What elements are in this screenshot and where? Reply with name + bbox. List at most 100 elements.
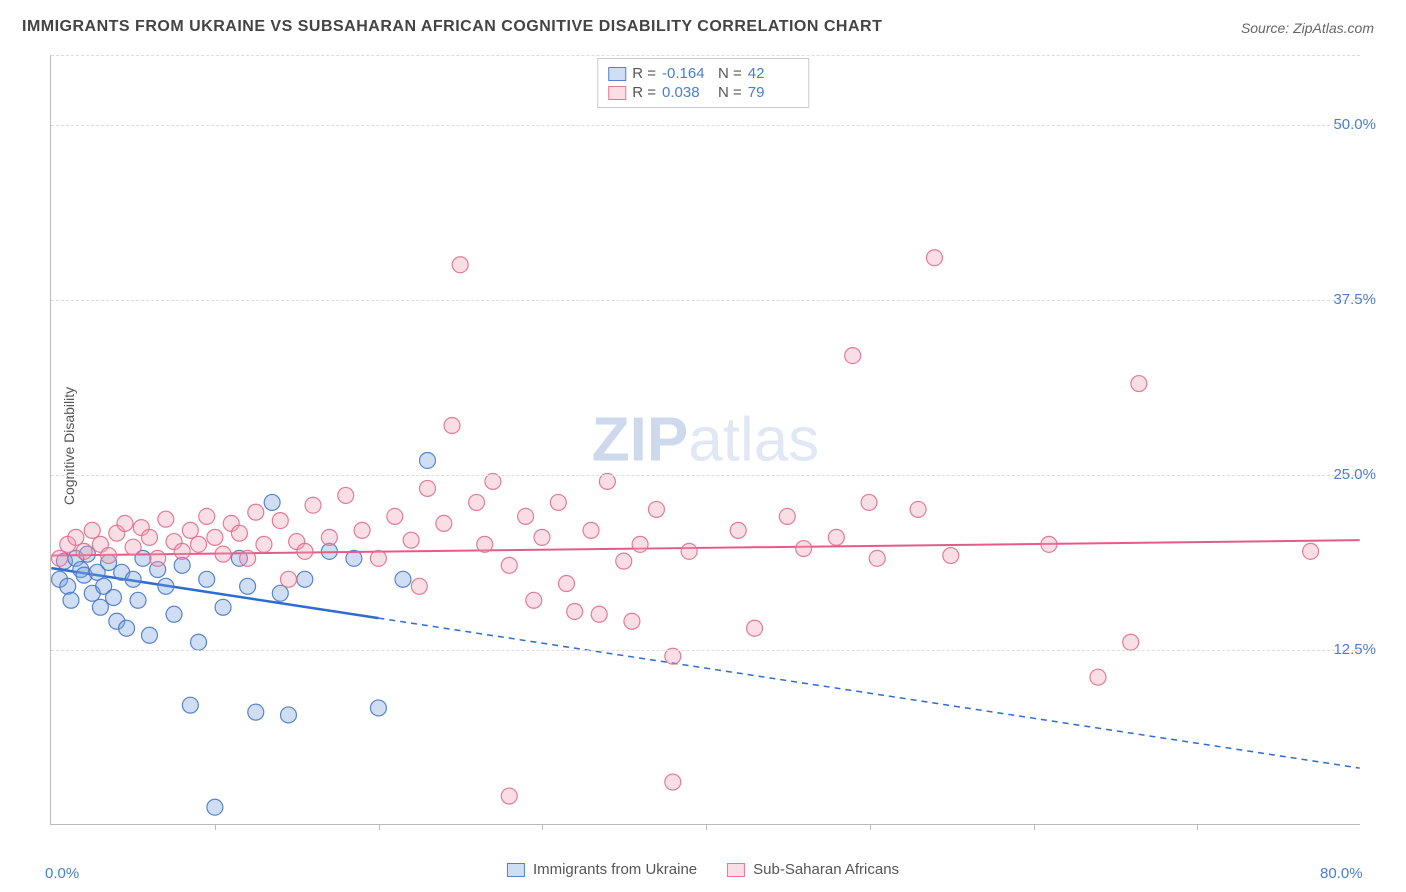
x-tick	[870, 824, 871, 830]
data-point	[240, 578, 256, 594]
data-point	[518, 508, 534, 524]
legend-n-label: N =	[718, 65, 742, 82]
data-point	[616, 553, 632, 569]
data-point	[1131, 376, 1147, 392]
data-point	[411, 578, 427, 594]
legend-r-value: -0.164	[662, 65, 712, 82]
data-point	[256, 536, 272, 552]
data-point	[215, 599, 231, 615]
data-point	[182, 522, 198, 538]
data-point	[272, 513, 288, 529]
legend-series-label: Immigrants from Ukraine	[533, 861, 697, 878]
data-point	[501, 788, 517, 804]
y-tick-label: 50.0%	[1333, 116, 1376, 133]
scatter-svg	[51, 55, 1360, 824]
data-point	[248, 504, 264, 520]
data-point	[280, 571, 296, 587]
data-point	[231, 525, 247, 541]
data-point	[76, 543, 92, 559]
data-point	[632, 536, 648, 552]
legend-series-item: Immigrants from Ukraine	[507, 861, 697, 878]
data-point	[550, 494, 566, 510]
data-point	[452, 257, 468, 273]
data-point	[158, 511, 174, 527]
legend-correlation-row: R = -0.164 N = 42	[608, 65, 798, 82]
trend-line-dashed	[378, 618, 1359, 768]
data-point	[207, 799, 223, 815]
data-point	[101, 548, 117, 564]
data-point	[1041, 536, 1057, 552]
data-point	[419, 480, 435, 496]
data-point	[395, 571, 411, 587]
data-point	[1090, 669, 1106, 685]
legend-series-label: Sub-Saharan Africans	[753, 861, 899, 878]
plot-area: ZIPatlas	[50, 55, 1360, 825]
data-point	[444, 418, 460, 434]
legend-n-value: 79	[748, 84, 798, 101]
data-point	[297, 571, 313, 587]
y-tick-label: 25.0%	[1333, 466, 1376, 483]
data-point	[559, 576, 575, 592]
data-point	[84, 522, 100, 538]
data-point	[665, 774, 681, 790]
data-point	[354, 522, 370, 538]
legend-n-value: 42	[748, 65, 798, 82]
data-point	[526, 592, 542, 608]
legend-swatch	[608, 86, 626, 100]
data-point	[567, 603, 583, 619]
data-point	[182, 697, 198, 713]
legend-swatch	[507, 863, 525, 877]
source-attribution: Source: ZipAtlas.com	[1241, 20, 1374, 36]
data-point	[60, 578, 76, 594]
data-point	[681, 543, 697, 559]
data-point	[119, 620, 135, 636]
x-tick	[215, 824, 216, 830]
data-point	[141, 529, 157, 545]
y-tick-label: 12.5%	[1333, 641, 1376, 658]
data-point	[191, 536, 207, 552]
grid-line	[51, 55, 1360, 56]
data-point	[861, 494, 877, 510]
legend-correlation-row: R = 0.038 N = 79	[608, 84, 798, 101]
legend-r-label: R =	[632, 84, 656, 101]
data-point	[828, 529, 844, 545]
data-point	[583, 522, 599, 538]
data-point	[648, 501, 664, 517]
data-point	[199, 508, 215, 524]
data-point	[191, 634, 207, 650]
data-point	[730, 522, 746, 538]
data-point	[338, 487, 354, 503]
data-point	[199, 571, 215, 587]
data-point	[207, 529, 223, 545]
data-point	[370, 700, 386, 716]
y-tick-label: 37.5%	[1333, 291, 1376, 308]
data-point	[747, 620, 763, 636]
data-point	[469, 494, 485, 510]
data-point	[68, 529, 84, 545]
x-tick	[706, 824, 707, 830]
data-point	[926, 250, 942, 266]
grid-line	[51, 125, 1360, 126]
x-tick	[1197, 824, 1198, 830]
data-point	[403, 532, 419, 548]
grid-line	[51, 650, 1360, 651]
data-point	[215, 546, 231, 562]
x-tick-label: 0.0%	[45, 865, 79, 882]
legend-series-item: Sub-Saharan Africans	[727, 861, 899, 878]
legend-correlation-box: R = -0.164 N = 42 R = 0.038 N = 79	[597, 58, 809, 108]
data-point	[280, 707, 296, 723]
data-point	[52, 550, 68, 566]
grid-line	[51, 475, 1360, 476]
data-point	[63, 592, 79, 608]
data-point	[125, 539, 141, 555]
data-point	[591, 606, 607, 622]
legend-r-value: 0.038	[662, 84, 712, 101]
data-point	[869, 550, 885, 566]
data-point	[1303, 543, 1319, 559]
data-point	[1123, 634, 1139, 650]
legend-swatch	[608, 67, 626, 81]
data-point	[150, 550, 166, 566]
grid-line	[51, 300, 1360, 301]
data-point	[297, 543, 313, 559]
x-tick	[542, 824, 543, 830]
